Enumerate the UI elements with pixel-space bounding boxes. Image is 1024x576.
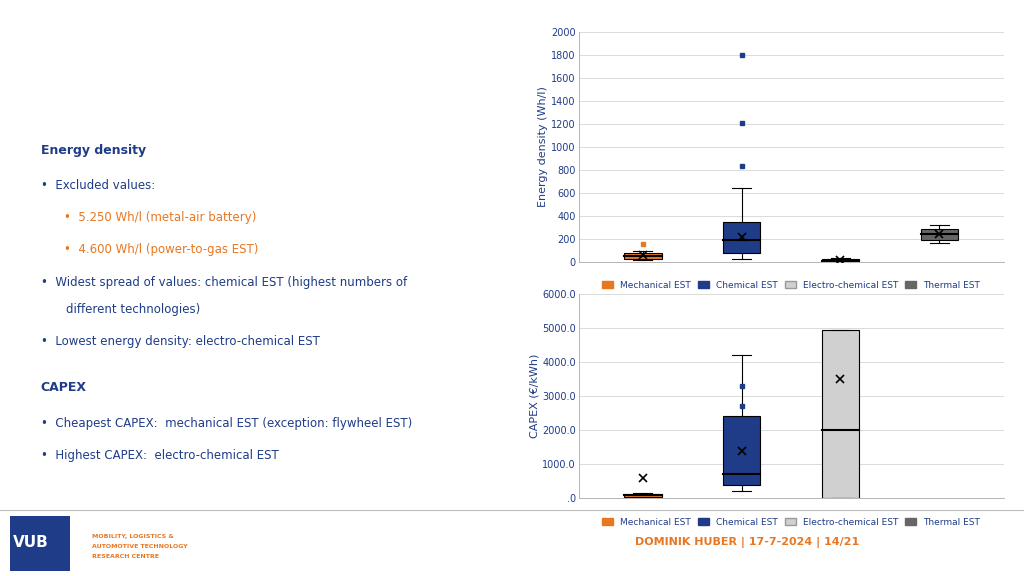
Bar	[723, 416, 761, 486]
Y-axis label: CAPEX (€/kWh): CAPEX (€/kWh)	[529, 354, 540, 438]
Bar	[624, 253, 662, 259]
Text: •  Highest CAPEX:  electro-chemical EST: • Highest CAPEX: electro-chemical EST	[41, 449, 279, 462]
Text: MOBILITY, LOGISTICS &: MOBILITY, LOGISTICS &	[92, 534, 174, 539]
Bar	[821, 259, 859, 262]
Text: •  Excluded values:: • Excluded values:	[41, 179, 155, 192]
Text: DOMINIK HUBER | 17-7-2024 | 14/21: DOMINIK HUBER | 17-7-2024 | 14/21	[635, 537, 859, 548]
Text: •  Widest spread of values: chemical EST (highest numbers of: • Widest spread of values: chemical EST …	[41, 275, 407, 289]
Text: •  4.600 Wh/l (power-to-gas EST): • 4.600 Wh/l (power-to-gas EST)	[65, 244, 258, 256]
Bar	[75, 516, 223, 571]
Legend: Mechanical EST, Chemical EST, Electro-chemical EST, Thermal EST: Mechanical EST, Chemical EST, Electro-ch…	[598, 514, 984, 530]
Legend: Mechanical EST, Chemical EST, Electro-chemical EST, Thermal EST: Mechanical EST, Chemical EST, Electro-ch…	[598, 277, 984, 293]
Bar	[10, 516, 70, 571]
Bar	[921, 229, 958, 240]
Bar	[821, 329, 859, 498]
Text: AUTOMOTIVE TECHNOLOGY: AUTOMOTIVE TECHNOLOGY	[92, 544, 188, 549]
Text: •  Lowest energy density: electro-chemical EST: • Lowest energy density: electro-chemica…	[41, 335, 319, 348]
Text: CAPEX: CAPEX	[41, 381, 87, 395]
Y-axis label: Energy density (Wh/l): Energy density (Wh/l)	[539, 86, 549, 207]
Text: RESEARCH CENTRE: RESEARCH CENTRE	[92, 554, 159, 559]
Text: •  Cheapest CAPEX:  mechanical EST (exception: flywheel EST): • Cheapest CAPEX: mechanical EST (except…	[41, 417, 412, 430]
Text: •  5.250 Wh/l (metal-air battery): • 5.250 Wh/l (metal-air battery)	[65, 211, 256, 225]
Text: Energy density: Energy density	[41, 143, 145, 157]
Text: different technologies): different technologies)	[67, 303, 201, 316]
Text: AVERAGE ENERGY DENSITY AND CAPEX: AVERAGE ENERGY DENSITY AND CAPEX	[45, 96, 370, 111]
Text: RESULTS: RESULTS	[50, 47, 137, 65]
Bar	[624, 494, 662, 497]
Text: VUB: VUB	[13, 535, 49, 551]
Bar	[723, 222, 761, 253]
